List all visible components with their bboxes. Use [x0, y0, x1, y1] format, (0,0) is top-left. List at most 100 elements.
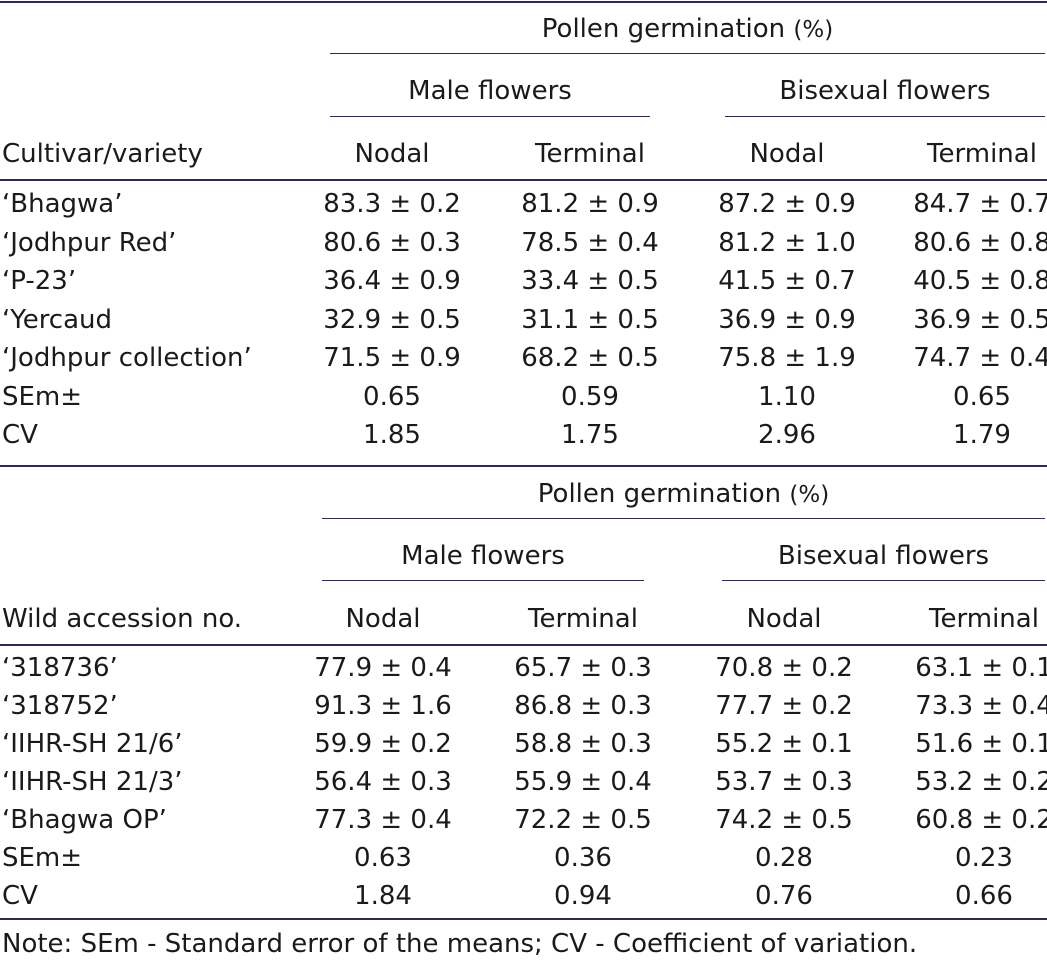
table-cell: 1.75	[561, 420, 619, 450]
table-cell: 0.66	[955, 881, 1013, 911]
section2-col-nodal-bisexual: Nodal	[746, 604, 822, 634]
table-note: Note: SEm - Standard error of the means;…	[2, 929, 918, 959]
row-label: CV	[2, 881, 38, 911]
table-cell: 91.3 ± 1.6	[314, 691, 452, 721]
table-cell: 0.65	[953, 381, 1011, 412]
section1-header-rule	[0, 179, 1047, 181]
table-cell: 55.2 ± 0.1	[715, 729, 853, 759]
table-cell: 59.9 ± 0.2	[314, 729, 452, 759]
table-cell: 0.76	[755, 881, 813, 911]
section2-header-group: Pollen germination (%)	[322, 479, 1045, 510]
table-cell: 77.7 ± 0.2	[715, 691, 853, 721]
table-cell: 0.28	[755, 843, 813, 873]
row-label: SEm±	[2, 843, 83, 873]
row-label: ‘Jodhpur collection’	[2, 343, 252, 373]
table-bottom-rule	[0, 918, 1047, 920]
section2-header-unit: (%)	[789, 482, 830, 508]
row-label: ‘IIHR-SH 21/6’	[2, 729, 183, 759]
section1-col-nodal-male: Nodal	[354, 139, 430, 169]
table-cell: 77.9 ± 0.4	[314, 653, 452, 683]
section1-header-group-text: Pollen germination	[541, 14, 786, 44]
row-label: ‘Jodhpur Red’	[2, 227, 177, 258]
table-cell: 33.4 ± 0.5	[521, 266, 659, 296]
table-cell: 36.9 ± 0.9	[718, 304, 856, 335]
row-label: ‘318736’	[2, 653, 118, 683]
section1-col-terminal-male: Terminal	[535, 139, 645, 169]
section1-header-group-underline	[330, 53, 1045, 54]
table-cell: 0.63	[354, 843, 412, 873]
section1-group-bisexual: Bisexual flowers	[779, 76, 991, 106]
table-cell: 53.2 ± 0.2	[915, 767, 1047, 797]
section2-group-male: Male flowers	[401, 541, 565, 571]
section2-header-group-underline	[322, 518, 1045, 519]
section2-header-rule	[0, 644, 1047, 646]
section2-col-terminal-bisexual: Terminal	[929, 604, 1039, 634]
section1-col-terminal-bisexual: Terminal	[927, 139, 1037, 169]
table-cell: 51.6 ± 0.1	[915, 729, 1047, 759]
table-cell: 70.8 ± 0.2	[715, 653, 853, 683]
table-cell: 1.84	[354, 881, 412, 911]
table-cell: 0.65	[363, 381, 421, 412]
section2-row-header: Wild accession no.	[2, 604, 243, 634]
section1-group-male-underline	[330, 116, 650, 117]
table-cell: 77.3 ± 0.4	[314, 805, 452, 835]
section1-group-male: Male flowers	[408, 76, 572, 106]
section2-group-male-underline	[322, 580, 644, 581]
table-cell: 81.2 ± 1.0	[718, 227, 856, 258]
row-label: ‘P-23’	[2, 266, 77, 296]
table-cell: 36.4 ± 0.9	[323, 266, 461, 296]
table-cell: 40.5 ± 0.8	[913, 266, 1047, 296]
table-cell: 80.6 ± 0.3	[323, 227, 461, 258]
table-cell: 63.1 ± 0.1	[915, 653, 1047, 683]
table-cell: 84.7 ± 0.7	[913, 189, 1047, 219]
table-cell: 32.9 ± 0.5	[323, 304, 461, 335]
table-cell: 60.8 ± 0.2	[915, 805, 1047, 835]
table-cell: 81.2 ± 0.9	[521, 189, 659, 219]
table-cell: 31.1 ± 0.5	[521, 304, 659, 335]
section1-header-unit: (%)	[793, 17, 834, 43]
section1-col-nodal-bisexual: Nodal	[749, 139, 825, 169]
row-label: SEm±	[2, 381, 83, 412]
row-label: ‘Bhagwa’	[2, 189, 123, 219]
table-cell: 55.9 ± 0.4	[514, 767, 652, 797]
table-cell: 0.59	[561, 381, 619, 412]
section2-col-nodal-male: Nodal	[345, 604, 421, 634]
table-cell: 75.8 ± 1.9	[718, 343, 856, 373]
table-cell: 74.7 ± 0.4	[913, 343, 1047, 373]
table-cell: 53.7 ± 0.3	[715, 767, 853, 797]
table-cell: 56.4 ± 0.3	[314, 767, 452, 797]
table-cell: 58.8 ± 0.3	[514, 729, 652, 759]
section1-header-group: Pollen germination (%)	[330, 14, 1045, 45]
table-cell: 2.96	[758, 420, 816, 450]
table-cell: 71.5 ± 0.9	[323, 343, 461, 373]
section2-header-group-text: Pollen germination	[537, 479, 782, 509]
row-label: ‘IIHR-SH 21/3’	[2, 767, 183, 797]
row-label: ‘Yercaud	[2, 304, 113, 335]
table-cell: 36.9 ± 0.5	[913, 304, 1047, 335]
table-top-rule	[0, 1, 1047, 3]
table-cell: 0.94	[554, 881, 612, 911]
table-cell: 83.3 ± 0.2	[323, 189, 461, 219]
section2-col-terminal-male: Terminal	[528, 604, 638, 634]
table-cell: 86.8 ± 0.3	[514, 691, 652, 721]
row-label: ‘318752’	[2, 691, 118, 721]
table-cell: 0.23	[955, 843, 1013, 873]
section2-group-bisexual: Bisexual flowers	[777, 541, 990, 571]
table-cell: 1.85	[363, 420, 421, 450]
table-cell: 87.2 ± 0.9	[718, 189, 856, 219]
section1-group-bisexual-underline	[725, 116, 1045, 117]
section2-group-bisexual-underline	[722, 580, 1045, 581]
table-cell: 74.2 ± 0.5	[715, 805, 853, 835]
table-cell: 41.5 ± 0.7	[718, 266, 856, 296]
section-divider-rule	[0, 465, 1047, 467]
table-cell: 80.6 ± 0.8	[913, 227, 1047, 258]
table-cell: 78.5 ± 0.4	[521, 227, 659, 258]
table-cell: 0.36	[554, 843, 612, 873]
row-label: ‘Bhagwa OP’	[2, 805, 167, 835]
table-cell: 72.2 ± 0.5	[514, 805, 652, 835]
table-cell: 68.2 ± 0.5	[521, 343, 659, 373]
table-cell: 73.3 ± 0.4	[915, 691, 1047, 721]
table-cell: 1.10	[758, 381, 816, 412]
table-cell: 65.7 ± 0.3	[514, 653, 652, 683]
section1-row-header: Cultivar/variety	[2, 139, 203, 169]
